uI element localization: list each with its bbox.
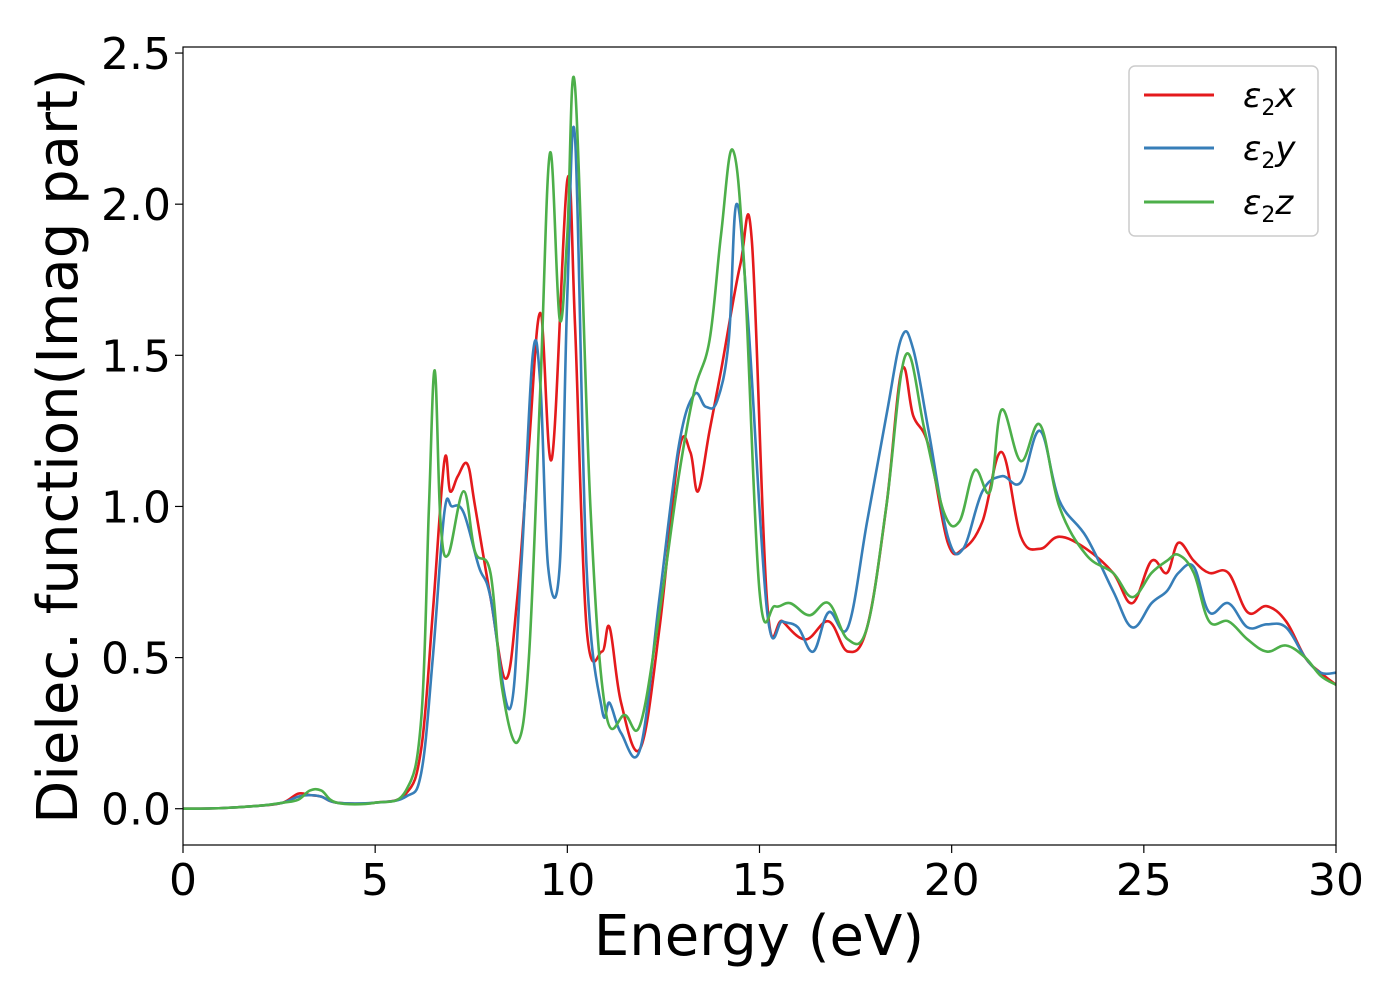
y-tick-label: 2.0	[101, 180, 171, 231]
series-line-ε2z	[183, 75, 1336, 811]
legend-box	[1128, 65, 1319, 237]
legend-label-e2x: ε2x	[1243, 76, 1296, 121]
legend-label-e2y: ε2y	[1243, 129, 1296, 174]
y-tick-label: 1.5	[101, 331, 171, 382]
y-tick-label: 0.0	[101, 785, 171, 836]
x-tick-label: 15	[732, 855, 788, 906]
x-tick-label: 5	[361, 855, 389, 906]
x-tick-label: 10	[539, 855, 595, 906]
x-tick-label: 0	[169, 855, 197, 906]
x-tick-label: 30	[1308, 855, 1364, 906]
series-line-ε2x	[183, 174, 1336, 811]
y-tick-label: 0.5	[101, 634, 171, 685]
x-axis-label: Energy (eV)	[594, 904, 924, 969]
y-tick-label: 2.5	[101, 29, 171, 80]
x-tick-label: 20	[924, 855, 980, 906]
y-axis-label: Dielec. function(Imag part)	[26, 68, 91, 824]
x-tick-label: 25	[1116, 855, 1172, 906]
legend-label-e2z: ε2z	[1243, 183, 1294, 228]
series-line-ε2y	[183, 125, 1336, 811]
legend: ε2x ε2y ε2z	[1128, 65, 1319, 237]
y-tick-label: 1.0	[101, 482, 171, 533]
